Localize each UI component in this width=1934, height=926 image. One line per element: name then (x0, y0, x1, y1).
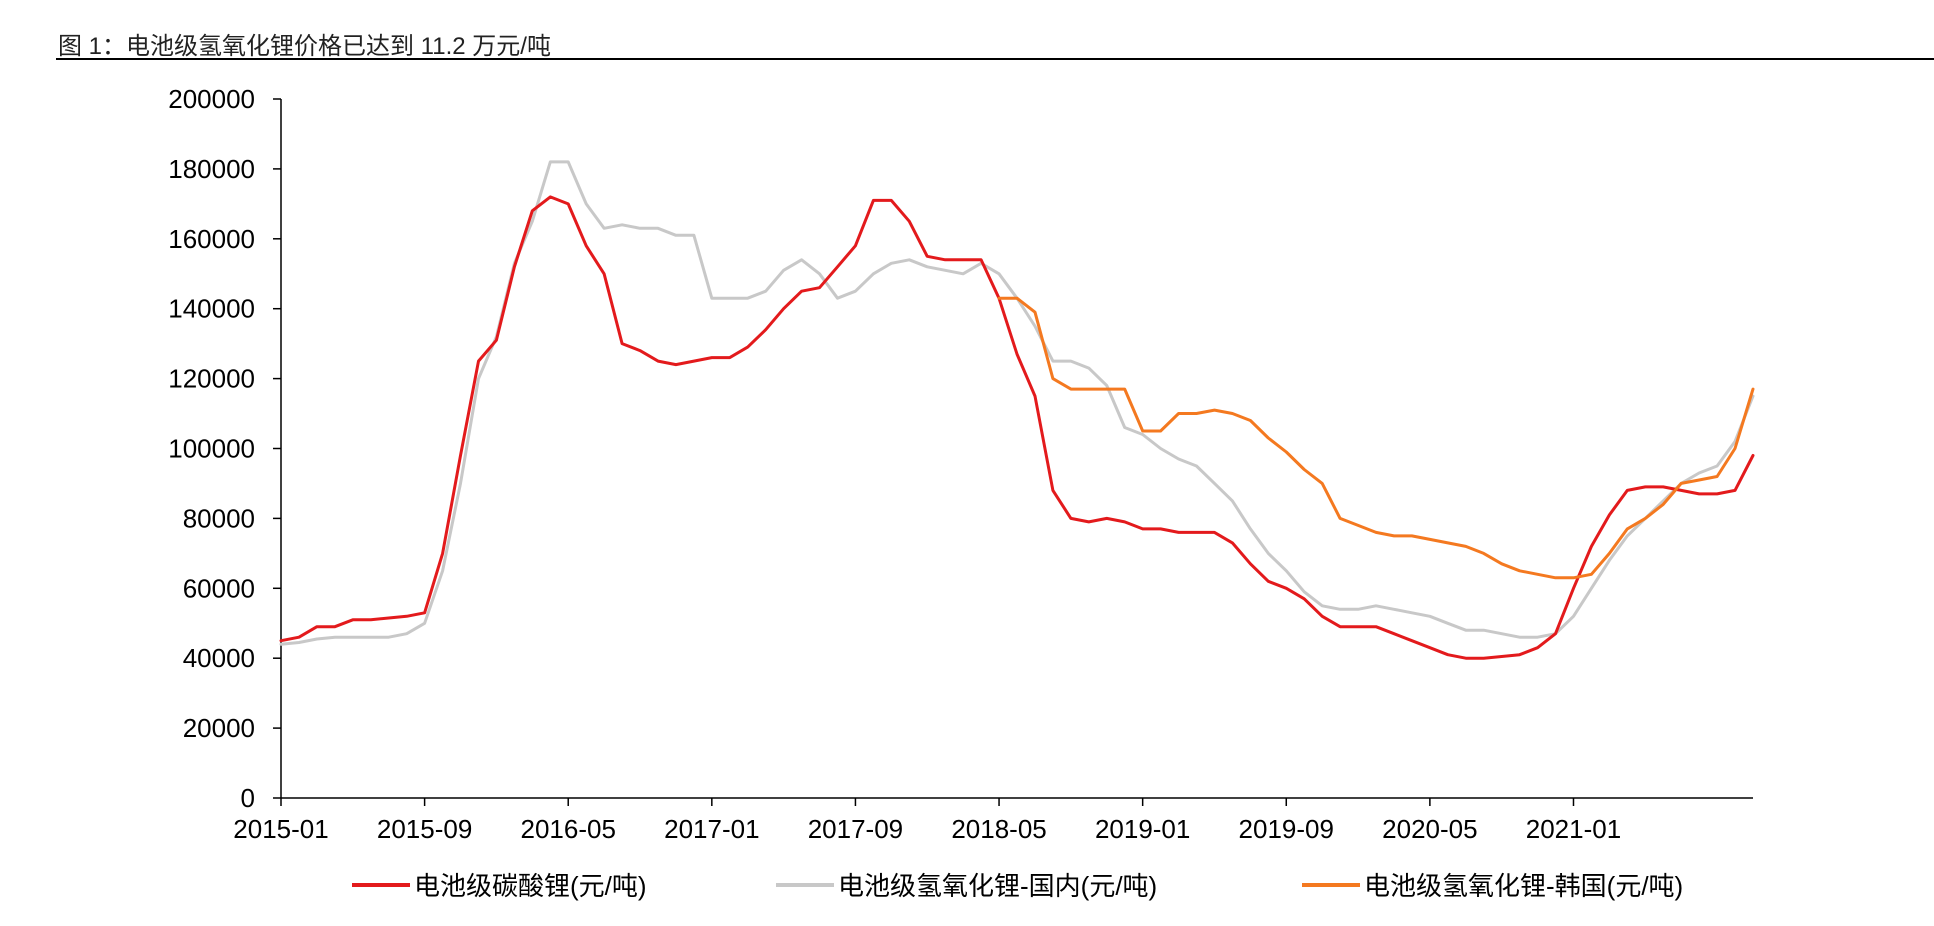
legend-label: 电池级氢氧化锂-国内(元/吨) (838, 871, 1158, 901)
x-tick-label: 2021-01 (1526, 814, 1621, 844)
legend-item: 电池级氢氧化锂-国内(元/吨) (776, 866, 1157, 903)
legend-label: 电池级氢氧化锂-韩国(元/吨) (1364, 871, 1684, 901)
y-tick-label: 80000 (183, 503, 255, 533)
legend-swatch (352, 882, 410, 887)
y-tick-label: 140000 (168, 294, 255, 324)
y-tick-label: 100000 (168, 434, 255, 464)
legend-swatch (776, 882, 834, 887)
y-tick-label: 120000 (168, 364, 255, 394)
line-chart: 0 20000 40000 60000 80000 100000 120000 140000 1… (168, 84, 1755, 844)
y-tick-label: 40000 (183, 643, 255, 673)
y-tick-label: 20000 (183, 713, 255, 743)
x-tick-label: 2017-01 (664, 814, 759, 844)
x-tick-label: 2019-01 (1095, 814, 1190, 844)
chart-axes: 0 20000 40000 60000 80000 100000 120000 140000 1… (168, 84, 1753, 844)
x-tick-label: 2016-05 (521, 814, 616, 844)
chart-legend: 电池级碳酸锂(元/吨) 电池级氢氧化锂-国内(元/吨) 电池级氢氧化锂-韩国(元/吨… (0, 866, 1934, 906)
x-tick-label: 2015-09 (377, 814, 472, 844)
chart-plot-area (279, 160, 1755, 660)
series-line-2 (997, 296, 1755, 580)
legend-label: 电池级碳酸锂(元/吨) (414, 871, 647, 901)
title-divider (56, 58, 1934, 60)
y-tick-label: 180000 (168, 154, 255, 184)
y-tick-label: 0 (241, 783, 255, 813)
x-tick-label: 2018-05 (951, 814, 1046, 844)
legend-item: 电池级碳酸锂(元/吨) (352, 866, 647, 903)
legend-item: 电池级氢氧化锂-韩国(元/吨) (1302, 866, 1683, 903)
y-tick-label: 200000 (168, 84, 255, 114)
x-tick-label: 2015-01 (233, 814, 328, 844)
figure-title: 图 1：电池级氢氧化锂价格已达到 11.2 万元/吨 (58, 33, 551, 60)
x-tick-label: 2019-09 (1239, 814, 1334, 844)
legend-swatch (1302, 882, 1360, 887)
x-tick-label: 2020-05 (1382, 814, 1477, 844)
y-tick-label: 160000 (168, 224, 255, 254)
series-line-0 (279, 195, 1755, 660)
x-tick-label: 2017-09 (808, 814, 903, 844)
y-tick-label: 60000 (183, 573, 255, 603)
